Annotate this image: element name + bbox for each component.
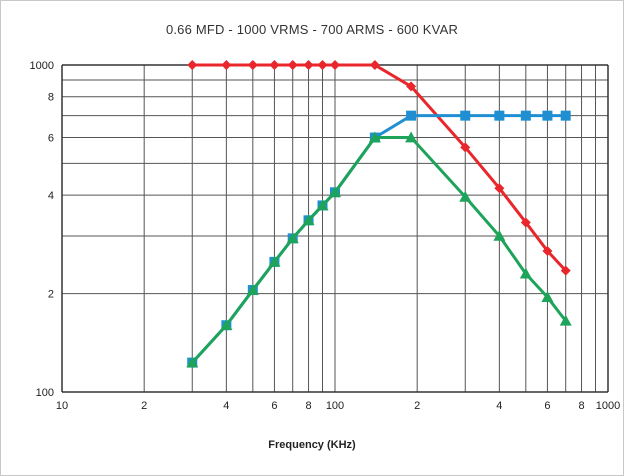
- x-tick-label: 4: [496, 400, 502, 412]
- x-tick-label: 2: [414, 400, 420, 412]
- x-tick-label: 1000: [596, 400, 620, 412]
- y-tick-label: 8: [48, 92, 54, 104]
- x-tick-label: 4: [223, 400, 229, 412]
- data-point-square: [406, 110, 417, 121]
- data-point-diamond: [221, 60, 232, 70]
- data-point-triangle: [186, 356, 199, 368]
- x-tick-label: 10: [56, 400, 68, 412]
- data-point-diamond: [187, 60, 198, 70]
- data-point-diamond: [406, 81, 417, 92]
- data-point-triangle: [286, 232, 299, 244]
- data-point-diamond: [494, 183, 505, 194]
- x-axis-label: Frequency (KHz): [268, 439, 356, 451]
- y-tick-label: 2: [48, 289, 54, 301]
- data-point-triangle: [329, 186, 341, 198]
- data-point-triangle: [559, 314, 572, 326]
- x-tick-label: 100: [326, 400, 344, 412]
- data-point-triangle: [316, 199, 329, 211]
- data-point-square: [542, 110, 553, 121]
- x-tick-label: 6: [271, 400, 277, 412]
- data-point-triangle: [220, 319, 233, 331]
- data-point-triangle: [493, 229, 506, 241]
- data-point-diamond: [560, 265, 571, 276]
- data-point-triangle: [302, 214, 315, 226]
- x-tick-label: 8: [578, 400, 584, 412]
- data-point-diamond: [317, 60, 328, 70]
- data-point-square: [520, 110, 531, 121]
- data-point-diamond: [520, 217, 531, 228]
- data-point-diamond: [247, 60, 258, 70]
- data-point-diamond: [542, 245, 553, 256]
- data-point-diamond: [303, 60, 314, 70]
- data-point-triangle: [246, 284, 259, 295]
- y-tick-label: 1000: [30, 60, 54, 72]
- data-point-diamond: [460, 142, 471, 153]
- y-tick-label: 6: [48, 133, 54, 145]
- x-tick-label: 6: [544, 400, 550, 412]
- data-point-triangle: [519, 267, 532, 279]
- y-tick-label: 100: [36, 387, 54, 399]
- chart-title: 0.66 MFD - 1000 VRMS - 700 ARMS - 600 KV…: [165, 22, 459, 37]
- series-square-line: [191, 114, 566, 364]
- data-point-diamond: [269, 60, 280, 70]
- data-point-triangle: [541, 291, 554, 302]
- x-tick-label: 8: [305, 400, 311, 412]
- data-point-square: [460, 110, 471, 121]
- data-point-diamond: [369, 60, 380, 70]
- data-point-triangle: [368, 131, 381, 143]
- data-point-triangle: [268, 255, 281, 267]
- series-diamond-line: [192, 63, 567, 272]
- y-tick-label: 4: [48, 190, 54, 202]
- data-point-triangle: [459, 190, 472, 202]
- series-triangle-line: [191, 136, 567, 364]
- data-point-square: [494, 110, 505, 121]
- x-tick-label: 2: [141, 400, 147, 412]
- data-point-triangle: [405, 131, 418, 143]
- data-point-diamond: [287, 60, 298, 70]
- data-point-diamond: [330, 60, 340, 70]
- data-point-square: [560, 110, 571, 121]
